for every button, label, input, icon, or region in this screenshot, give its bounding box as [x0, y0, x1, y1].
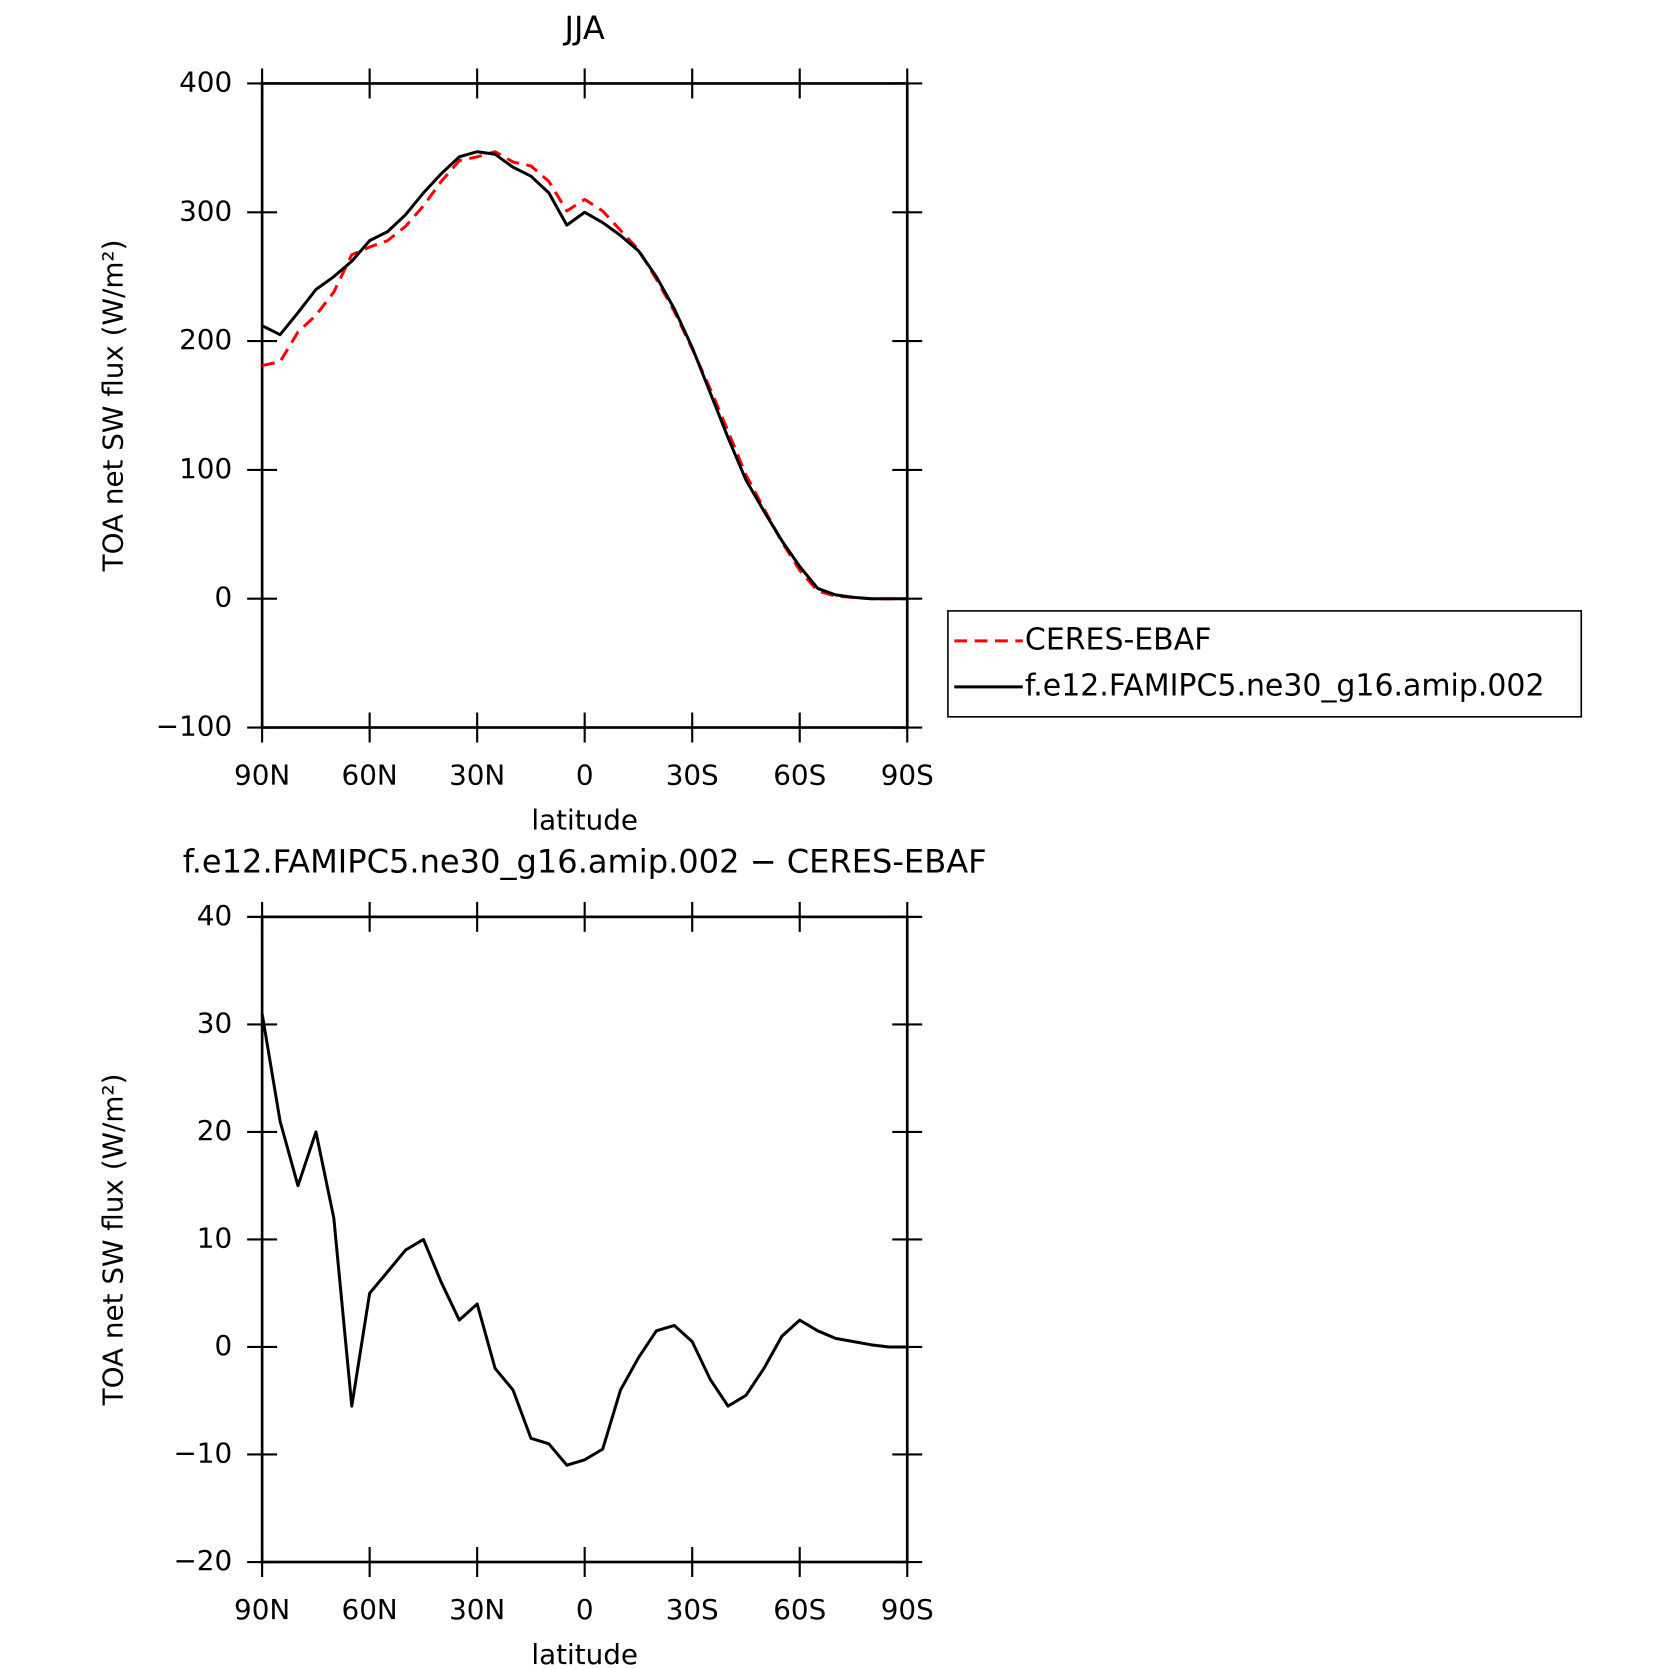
- x-tick-label: 0: [576, 1593, 594, 1626]
- y-tick-label: 200: [179, 323, 232, 356]
- x-tick-label: 30N: [449, 1593, 505, 1626]
- x-tick-label: 30S: [666, 1593, 719, 1626]
- y-tick-label: 400: [179, 65, 232, 98]
- legend-label: CERES-EBAF: [1025, 622, 1211, 657]
- x-tick-label: 90N: [234, 1593, 290, 1626]
- y-tick-label: 30: [197, 1006, 232, 1039]
- x-tick-label: 60S: [773, 1593, 826, 1626]
- x-axis-label: latitude: [531, 1638, 638, 1669]
- plot-frame: [260, 82, 909, 729]
- y-tick-label: 300: [179, 194, 232, 227]
- x-tick-label: 90S: [881, 1593, 934, 1626]
- y-tick-label: 10: [197, 1221, 232, 1254]
- x-axis-label: latitude: [531, 804, 638, 837]
- x-tick-label: 90N: [234, 759, 290, 792]
- y-tick-label: 100: [179, 452, 232, 485]
- x-tick-label: 60S: [773, 759, 826, 792]
- y-tick-label: −20: [173, 1544, 232, 1577]
- legend-box: [947, 610, 1583, 718]
- y-axis-label: TOA net SW flux (W/m²): [96, 1074, 129, 1407]
- series-line: [260, 1013, 908, 1467]
- x-tick-label: 30S: [666, 759, 719, 792]
- chart-title: f.e12.FAMIPC5.ne30_g16.amip.002 − CERES-…: [183, 842, 987, 880]
- x-tick-label: 60N: [342, 759, 398, 792]
- plot-frame: [260, 915, 909, 1564]
- y-tick-label: 40: [197, 899, 232, 932]
- chart-title: JJA: [563, 9, 605, 47]
- y-tick-label: 0: [214, 581, 232, 614]
- y-tick-label: −10: [173, 1436, 232, 1469]
- x-tick-label: 90S: [881, 759, 934, 792]
- x-tick-label: 0: [576, 759, 594, 792]
- series-line: [261, 150, 908, 601]
- y-axis-label: TOA net SW flux (W/m²): [96, 240, 129, 573]
- y-tick-label: 0: [214, 1329, 232, 1362]
- x-tick-label: 60N: [342, 1593, 398, 1626]
- series-line: [261, 150, 908, 601]
- x-tick-label: 30N: [449, 759, 505, 792]
- y-tick-label: −100: [156, 710, 232, 743]
- legend-label: f.e12.FAMIPC5.ne30_g16.amip.002: [1025, 668, 1545, 703]
- y-tick-label: 20: [197, 1114, 232, 1147]
